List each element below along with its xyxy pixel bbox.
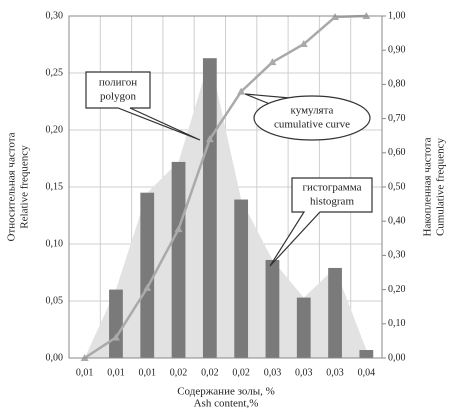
- y2-tick-label: 0,90: [388, 44, 406, 55]
- y2-tick-label: 0,60: [388, 147, 406, 158]
- y-tick-label: 0,00: [46, 352, 64, 363]
- x-tick-label: 0,01: [107, 367, 125, 378]
- x-tick-label: 0,02: [232, 367, 250, 378]
- cumulative-marker: [299, 40, 308, 48]
- bar: [109, 289, 123, 358]
- y2-axis-label: Накопленная частота Cumulative frequency: [422, 137, 447, 236]
- y2-tick-label: 0,80: [388, 79, 406, 90]
- x-tick-label: 0,02: [201, 367, 219, 378]
- bar: [140, 192, 155, 358]
- x-tick-label: 0,01: [139, 367, 157, 378]
- callout: [85, 71, 201, 141]
- annotation-text: polygon: [100, 91, 137, 103]
- annotation-text: полигон: [99, 77, 137, 89]
- annotation-histogram: гистограмма histogram: [269, 177, 373, 267]
- x-label: Ash content,%: [194, 398, 259, 410]
- annotation-text: гистограмма: [302, 182, 361, 194]
- cumulative-marker: [205, 135, 214, 143]
- y2-tick-label: 0,10: [388, 318, 406, 329]
- x-tick-label: 0,04: [358, 367, 376, 378]
- x-label: Содержание золы, %: [177, 386, 275, 398]
- annotation-text: cumulative curve: [274, 119, 350, 131]
- y2-tick-label: 0,70: [388, 113, 406, 124]
- y2-label: Накопленная частота: [422, 137, 434, 236]
- bar: [265, 259, 280, 358]
- bar: [296, 297, 311, 358]
- polygon-area: [84, 58, 367, 359]
- bar: [202, 58, 217, 359]
- y-tick-label: 0,10: [46, 238, 64, 249]
- plot-border: [68, 15, 383, 359]
- y2-tick-label: 0,50: [388, 181, 406, 192]
- y-tick-label: 0,05: [46, 295, 64, 306]
- callout: [269, 177, 373, 267]
- bar: [171, 161, 186, 358]
- y2-tick-label: 0,00: [388, 352, 406, 363]
- callout: [244, 93, 291, 105]
- bar: [359, 350, 374, 358]
- annotation-polygon: полигон polygon: [85, 71, 201, 141]
- y2-tick-label: 0,20: [388, 284, 406, 295]
- cumulative-marker: [268, 58, 277, 66]
- cumulative-marker: [143, 283, 152, 291]
- y-tick-label: 0,15: [46, 181, 64, 192]
- y-tick-label: 0,25: [46, 67, 64, 78]
- y-axis-label: Относительная частота Relative frequency: [6, 132, 31, 241]
- y2-tick-label: 1,00: [388, 10, 406, 21]
- cumulative-line: [83, 14, 367, 360]
- bar: [328, 267, 342, 358]
- cumulative-marker: [111, 333, 120, 341]
- bar: [234, 199, 249, 358]
- annotation-text: histogram: [310, 196, 354, 208]
- y-tick-label: 0,30: [46, 10, 64, 21]
- x-tick-label: 0,03: [264, 367, 282, 378]
- cumulative-marker: [331, 13, 340, 21]
- cumulative-marker: [174, 225, 183, 233]
- annotation-cumulative: кумулята cumulative curve: [244, 93, 371, 141]
- cumulative-marker: [237, 87, 246, 95]
- y-label: Relative frequency: [19, 145, 31, 229]
- y2-tick-label: 0,40: [388, 215, 406, 226]
- y-label: Относительная частота: [6, 132, 18, 241]
- annotation-text: кумулята: [291, 105, 334, 117]
- y-tick-label: 0,20: [46, 124, 64, 135]
- x-tick-label: 0,02: [170, 367, 188, 378]
- x-tick-label: 0,03: [326, 367, 344, 378]
- x-tick-label: 0,03: [295, 367, 313, 378]
- y2-label: Cumulative frequency: [435, 137, 447, 236]
- callout: [253, 95, 371, 141]
- x-tick-label: 0,01: [76, 367, 94, 378]
- y2-tick-label: 0,30: [388, 250, 406, 261]
